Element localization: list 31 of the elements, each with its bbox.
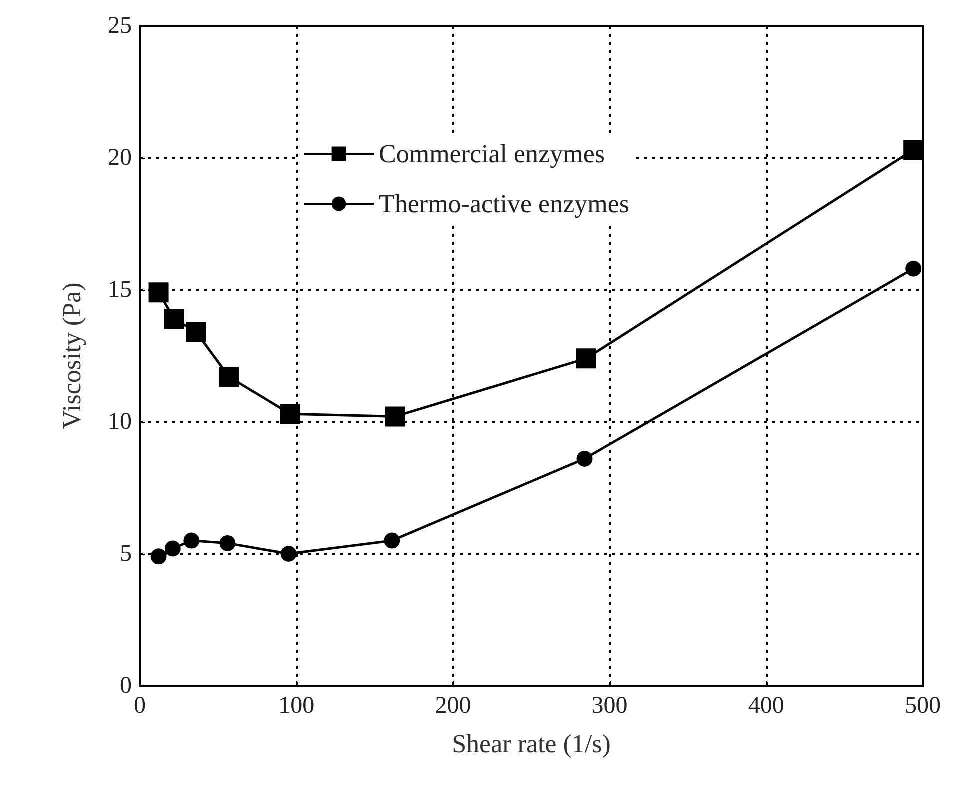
- legend-label: Commercial enzymes: [379, 140, 605, 168]
- y-tick-label: 15: [108, 277, 132, 303]
- x-tick-label: 500: [905, 693, 941, 719]
- y-tick-label: 10: [108, 409, 132, 435]
- point: [164, 540, 181, 557]
- y-tick-label: 0: [120, 673, 132, 699]
- point: [904, 140, 924, 160]
- point: [220, 535, 236, 552]
- point: [280, 546, 297, 562]
- legend-label: Thermo-active enzymes: [379, 190, 630, 218]
- point: [906, 260, 922, 277]
- point: [184, 532, 200, 549]
- point: [385, 406, 406, 427]
- point: [164, 309, 184, 330]
- y-tick-label: 20: [108, 145, 132, 171]
- point: [280, 404, 300, 424]
- point: [384, 532, 400, 549]
- x-axis-title: Shear rate (1/s): [452, 730, 611, 758]
- point: [150, 548, 167, 565]
- y-tick-label: 25: [108, 13, 132, 39]
- y-tick-label: 5: [120, 541, 132, 567]
- x-tick-label: 100: [278, 693, 315, 719]
- point: [186, 322, 206, 342]
- x-tick-label: 300: [592, 693, 628, 719]
- point: [148, 282, 169, 303]
- point: [576, 450, 593, 467]
- x-tick-label: 400: [748, 693, 784, 719]
- y-axis-title: Viscosity (Pa): [58, 282, 86, 430]
- x-tick-label: 200: [435, 693, 472, 719]
- point: [576, 348, 596, 369]
- point: [219, 367, 240, 388]
